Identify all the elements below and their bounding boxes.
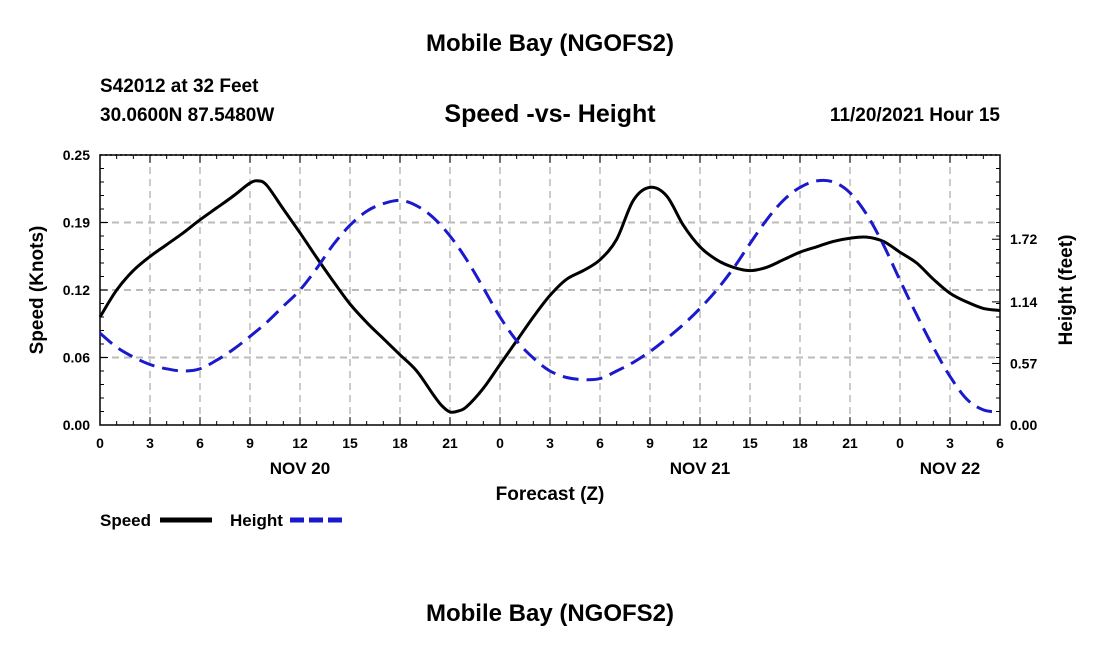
y-tick-label-left: 0.00 bbox=[63, 417, 90, 433]
y-axis-title-left: Speed (Knots) bbox=[27, 226, 48, 355]
x-tick-label: 9 bbox=[246, 435, 254, 451]
y-tick-label-left: 0.06 bbox=[63, 350, 90, 366]
y-tick-label-left: 0.12 bbox=[63, 282, 90, 298]
x-tick-label: 6 bbox=[996, 435, 1004, 451]
legend-label-speed: Speed bbox=[100, 511, 151, 530]
x-tick-label: 12 bbox=[292, 435, 308, 451]
forecast-time-label: 11/20/2021 Hour 15 bbox=[829, 105, 1000, 126]
x-tick-label: 18 bbox=[792, 435, 808, 451]
y-tick-label-left: 0.25 bbox=[63, 147, 90, 163]
x-tick-label: 3 bbox=[946, 435, 954, 451]
y-tick-label-right: 0.57 bbox=[1010, 355, 1037, 371]
x-tick-label: 3 bbox=[146, 435, 154, 451]
series-line-height bbox=[99, 178, 1001, 414]
y-tick-label-left: 0.19 bbox=[63, 215, 90, 231]
x-tick-label: 0 bbox=[496, 435, 504, 451]
series-line-speed bbox=[98, 179, 1001, 414]
x-tick-label: 3 bbox=[546, 435, 554, 451]
x-tick-label: 15 bbox=[742, 435, 758, 451]
x-tick-label: 0 bbox=[96, 435, 104, 451]
legend-label-height: Height bbox=[230, 511, 283, 530]
x-tick-label: 9 bbox=[646, 435, 654, 451]
y-tick-label-right: 0.00 bbox=[1010, 417, 1037, 433]
day-label: NOV 22 bbox=[920, 459, 980, 478]
station-label: S42012 at 32 Feet bbox=[100, 76, 259, 97]
day-label: NOV 21 bbox=[670, 459, 730, 478]
x-tick-label: 0 bbox=[896, 435, 904, 451]
y-tick-label-right: 1.72 bbox=[1010, 231, 1037, 247]
x-tick-label: 21 bbox=[442, 435, 458, 451]
chart-subtitle: Speed -vs- Height bbox=[444, 100, 656, 128]
x-tick-label: 6 bbox=[596, 435, 604, 451]
coordinates-label: 30.0600N 87.5480W bbox=[100, 105, 275, 126]
day-label: NOV 20 bbox=[270, 459, 330, 478]
x-axis-title: Forecast (Z) bbox=[496, 484, 605, 505]
x-tick-label: 21 bbox=[842, 435, 858, 451]
footer-title: Mobile Bay (NGOFS2) bbox=[425, 600, 675, 627]
x-tick-label: 18 bbox=[392, 435, 408, 451]
x-tick-label: 12 bbox=[692, 435, 708, 451]
chart-title: Mobile Bay (NGOFS2) bbox=[425, 30, 675, 57]
x-tick-label: 15 bbox=[342, 435, 358, 451]
y-axis-title-right: Height (feet) bbox=[1056, 235, 1077, 346]
x-tick-label: 6 bbox=[196, 435, 204, 451]
y-tick-label-right: 1.14 bbox=[1010, 294, 1037, 310]
